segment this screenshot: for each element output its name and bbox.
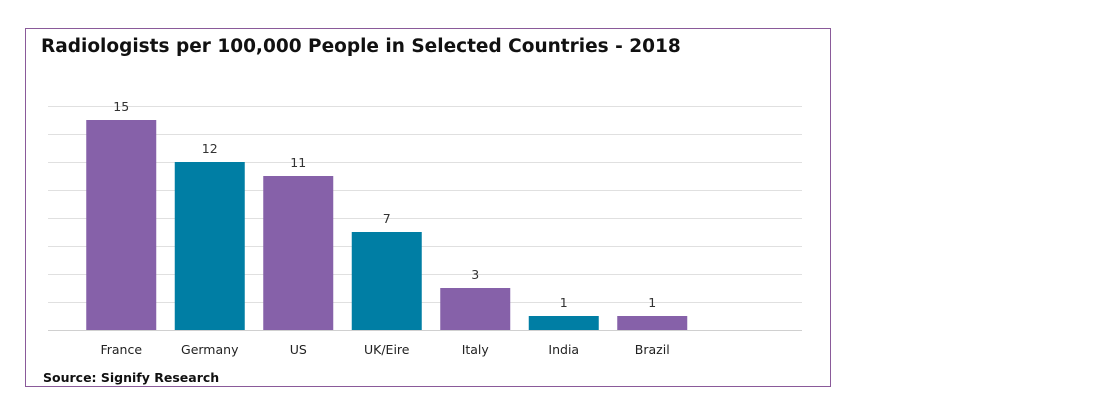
bar-france xyxy=(86,120,157,330)
data-label: 1 xyxy=(560,295,568,310)
source-note: Source: Signify Research xyxy=(43,370,220,385)
x-tick-label: France xyxy=(100,342,142,357)
x-tick-label: UK/Eire xyxy=(364,342,410,357)
x-tick-label: Germany xyxy=(181,342,239,357)
x-tick-labels: France Germany US UK/Eire Italy India Brazil xyxy=(100,342,669,357)
x-tick-label: India xyxy=(548,342,579,357)
chart-frame: Radiologists per 100,000 People in Selec… xyxy=(25,28,831,387)
data-label: 3 xyxy=(471,267,479,282)
x-tick-label: Italy xyxy=(462,342,490,357)
x-tick-label: US xyxy=(290,342,307,357)
data-label: 7 xyxy=(383,211,391,226)
bar-italy xyxy=(440,288,511,330)
data-label: 11 xyxy=(290,155,306,170)
bar-india xyxy=(528,316,599,330)
data-label: 12 xyxy=(202,141,218,156)
bar-uk-eire xyxy=(351,232,422,330)
gridlines xyxy=(48,106,802,331)
bar-us xyxy=(263,176,334,330)
bars xyxy=(86,120,688,330)
bar-brazil xyxy=(617,316,688,330)
data-label: 15 xyxy=(113,99,129,114)
bar-germany xyxy=(174,162,245,330)
x-tick-label: Brazil xyxy=(635,342,670,357)
chart-title: Radiologists per 100,000 People in Selec… xyxy=(41,36,681,57)
data-label: 1 xyxy=(648,295,656,310)
